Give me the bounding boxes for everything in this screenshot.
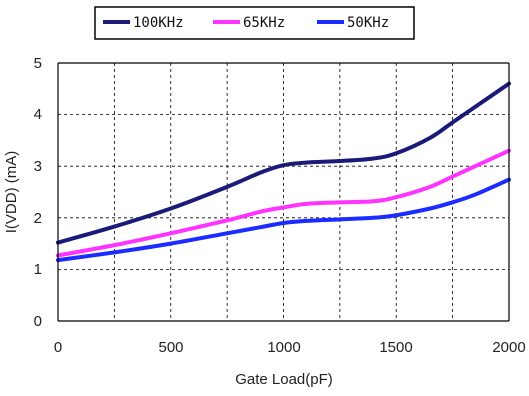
y-axis-label: I(VDD) (mA) xyxy=(3,151,20,234)
x-tick-label: 0 xyxy=(54,339,62,356)
legend-label-50khz: 50KHz xyxy=(347,15,389,31)
y-tick-label: 3 xyxy=(34,158,42,175)
y-tick-label: 4 xyxy=(34,106,42,123)
series-line-65khz xyxy=(56,148,511,258)
y-tick-label: 5 xyxy=(34,55,42,72)
gridlines xyxy=(58,63,509,321)
series-lines xyxy=(56,81,511,263)
y-tick-label: 1 xyxy=(34,261,42,278)
x-tick-label: 1500 xyxy=(379,339,412,356)
series-line-50khz xyxy=(56,177,511,263)
y-tick-label: 2 xyxy=(34,210,42,227)
x-tick-label: 1000 xyxy=(267,339,300,356)
series-line-100khz xyxy=(56,81,511,245)
legend: 100KHz 65KHz 50KHz xyxy=(94,6,415,40)
legend-label-65khz: 65KHz xyxy=(243,15,285,31)
y-tick-label: 0 xyxy=(34,313,42,330)
x-tick-label: 2000 xyxy=(492,339,525,356)
legend-box xyxy=(94,6,415,40)
legend-label-100khz: 100KHz xyxy=(133,15,184,31)
x-tick-label: 500 xyxy=(158,339,183,356)
x-axis-label: Gate Load(pF) xyxy=(235,371,333,388)
